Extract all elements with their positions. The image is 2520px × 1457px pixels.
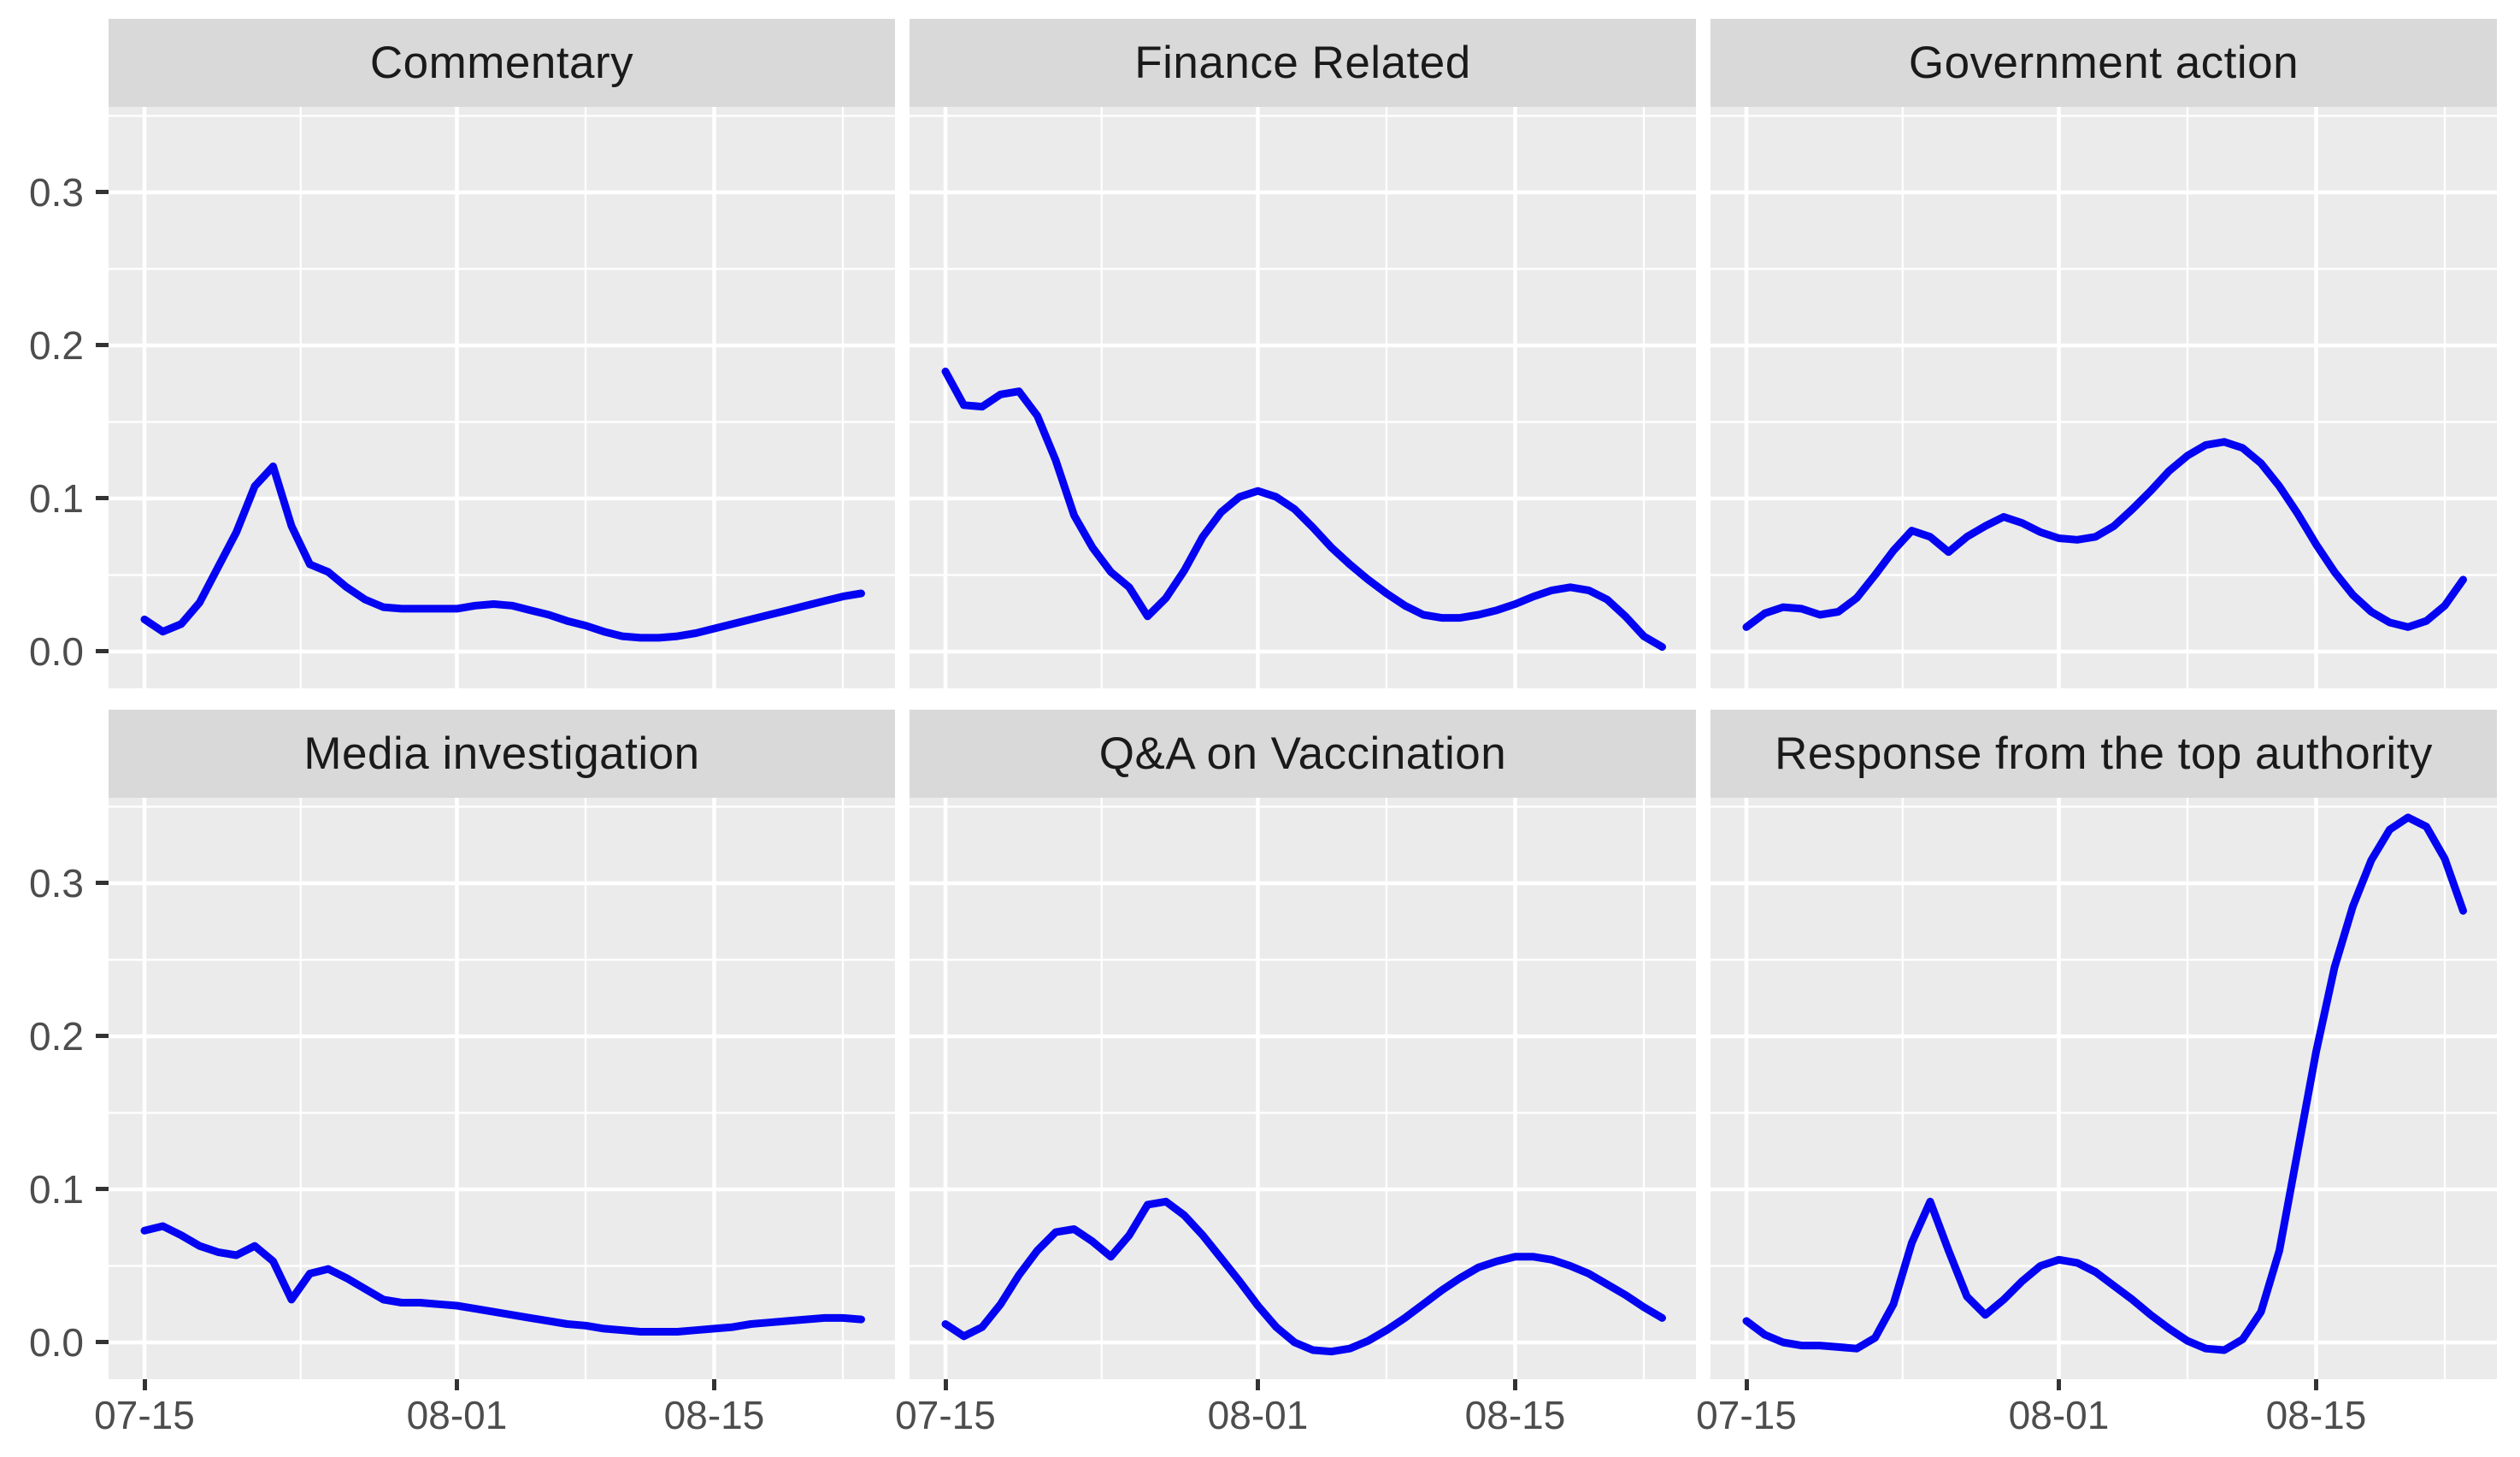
facet-panel	[1710, 107, 2497, 688]
facet-strip: Finance Related	[910, 19, 1696, 107]
x-axis-label: 07-15	[94, 1393, 195, 1437]
facet-strip-label: Q&A on Vaccination	[1098, 728, 1507, 779]
facet-strip-label: Response from the top authority	[1775, 728, 2433, 779]
series-line-government-action	[1742, 438, 2467, 631]
facet-strip-label: Media investigation	[303, 728, 700, 779]
x-axis-tick-mark	[1513, 1379, 1517, 1390]
x-axis-tick-mark	[455, 1379, 459, 1390]
x-axis-label: 08-01	[2008, 1393, 2110, 1437]
series-line-q-a-on-vaccination	[941, 1197, 1666, 1356]
facet-strip: Commentary	[109, 19, 895, 107]
y-axis-tick-mark	[96, 1034, 109, 1038]
y-axis-label: 0.2	[29, 1014, 84, 1059]
y-axis-tick-mark	[96, 496, 109, 500]
facet-strip-label: Commentary	[369, 38, 634, 88]
y-axis-label: 0.2	[29, 323, 84, 368]
x-axis-label: 08-01	[406, 1393, 508, 1437]
y-axis-tick-mark	[96, 343, 109, 347]
facet-plot-area	[109, 107, 895, 688]
facet-plot-area	[910, 798, 1696, 1379]
facet-plot-area	[1710, 107, 2497, 688]
facet-strip: Response from the top authority	[1710, 710, 2497, 798]
facet-strip-label: Finance Related	[1134, 38, 1471, 88]
x-axis-label: 07-15	[1696, 1393, 1797, 1437]
y-axis-tick-mark	[96, 1187, 109, 1191]
facet-plot-area	[910, 107, 1696, 688]
x-axis-tick-mark	[1256, 1379, 1260, 1390]
x-axis-tick-mark	[1744, 1379, 1749, 1390]
facet-strip: Media investigation	[109, 710, 895, 798]
x-axis-tick-mark	[943, 1379, 948, 1390]
series-line-commentary	[140, 462, 865, 642]
x-axis-label: 07-15	[895, 1393, 996, 1437]
facet-plot-area	[1710, 798, 2497, 1379]
facet-panel	[1710, 798, 2497, 1379]
facet-strip-label: Government action	[1908, 38, 2299, 88]
facet-panel	[109, 107, 895, 688]
y-axis-tick-mark	[96, 190, 109, 194]
facet-panel	[910, 798, 1696, 1379]
x-axis-tick-mark	[712, 1379, 716, 1390]
series-line-media-investigation	[140, 1222, 865, 1336]
facet-plot-area	[109, 798, 895, 1379]
series-line-response-from-the-top-authority	[1742, 813, 2467, 1354]
y-axis-label: 0.0	[29, 1320, 84, 1365]
series-line-finance-related	[941, 367, 1666, 652]
y-axis-label: 0.1	[29, 1167, 84, 1212]
facet-strip: Government action	[1710, 19, 2497, 107]
y-axis-tick-mark	[96, 1340, 109, 1344]
y-axis-label: 0.3	[29, 861, 84, 905]
y-axis-tick-mark	[96, 881, 109, 885]
x-axis-label: 08-01	[1207, 1393, 1309, 1437]
x-axis-tick-mark	[142, 1379, 147, 1390]
facet-panel	[109, 798, 895, 1379]
facet-strip: Q&A on Vaccination	[910, 710, 1696, 798]
x-axis-tick-mark	[2057, 1379, 2061, 1390]
x-axis-label: 08-15	[2265, 1393, 2367, 1437]
facet-panel	[910, 107, 1696, 688]
y-axis-label: 0.0	[29, 629, 84, 674]
y-axis-label: 0.1	[29, 476, 84, 521]
y-axis-tick-mark	[96, 649, 109, 653]
y-axis-label: 0.3	[29, 170, 84, 215]
x-axis-label: 08-15	[1464, 1393, 1566, 1437]
x-axis-label: 08-15	[663, 1393, 765, 1437]
x-axis-tick-mark	[2314, 1379, 2318, 1390]
